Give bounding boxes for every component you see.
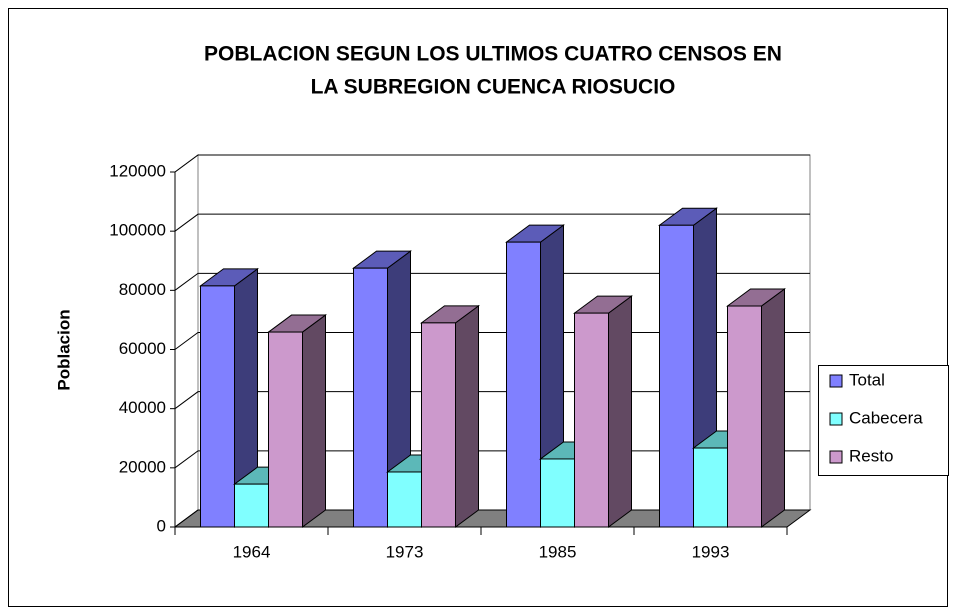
- legend-label: Total: [849, 370, 885, 389]
- legend-swatch: [829, 450, 843, 464]
- bar: [693, 447, 728, 528]
- chart-title: LA SUBREGION CUENCA RIOSUCIO: [311, 76, 676, 99]
- x-tick-label: 1973: [386, 542, 424, 561]
- bar-side: [455, 304, 479, 528]
- x-tick-label: 1985: [539, 542, 577, 561]
- bar: [268, 331, 303, 528]
- grid-line: [174, 272, 810, 291]
- y-tick-label: 120000: [109, 161, 166, 180]
- chart-title: POBLACION SEGUN LOS ULTIMOS CUATRO CENSO…: [204, 43, 782, 66]
- y-axis-label: Poblacion: [54, 309, 73, 390]
- bar: [574, 312, 609, 528]
- bar: [234, 483, 269, 528]
- x-tick-label: 1964: [233, 542, 271, 561]
- y-tick-label: 0: [157, 516, 166, 535]
- legend-swatch: [829, 412, 843, 426]
- y-tick-label: 40000: [119, 398, 166, 417]
- legend-label: Resto: [849, 446, 893, 465]
- bar-side: [608, 295, 632, 528]
- bar: [353, 267, 388, 528]
- bar: [540, 458, 575, 528]
- y-tick-label: 20000: [119, 457, 166, 476]
- x-tick-label: 1993: [692, 542, 730, 561]
- grid-line: [174, 213, 810, 232]
- y-tick-label: 60000: [119, 339, 166, 358]
- y-tick-label: 100000: [109, 221, 166, 240]
- grid-line: [174, 154, 810, 173]
- bar: [506, 241, 541, 528]
- bar: [659, 224, 694, 528]
- bar-side: [302, 314, 326, 528]
- legend-label: Cabecera: [849, 408, 923, 427]
- bar: [421, 322, 456, 528]
- bar: [387, 471, 422, 528]
- y-tick-label: 80000: [119, 280, 166, 299]
- legend-swatch: [829, 374, 843, 388]
- bar: [200, 285, 235, 528]
- bar-side: [761, 288, 785, 528]
- bar: [727, 305, 762, 528]
